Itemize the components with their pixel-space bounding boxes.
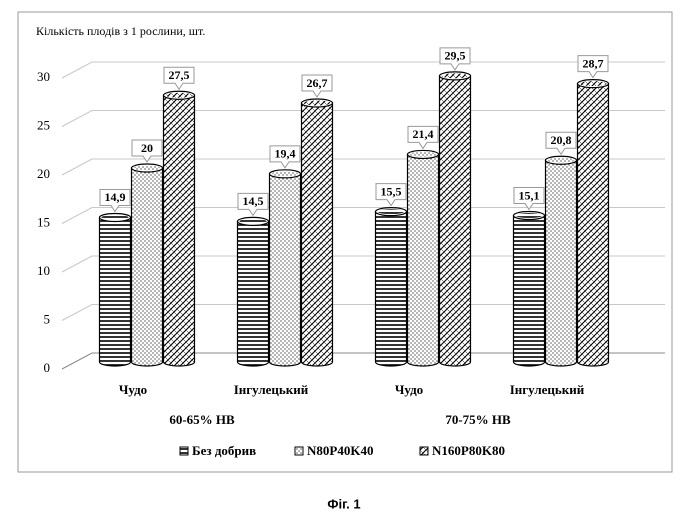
value-label: 15,1	[519, 188, 540, 202]
bar-body	[406, 153, 440, 367]
y-tick-label: 15	[37, 214, 50, 229]
y-tick-label: 30	[37, 69, 50, 84]
value-label-box	[375, 183, 407, 207]
bar	[98, 212, 132, 367]
bar	[438, 71, 472, 367]
bar	[576, 79, 610, 367]
value-label-box	[269, 145, 301, 169]
grid-line	[61, 110, 665, 127]
legend-swatch	[179, 446, 189, 456]
value-label-box	[407, 125, 439, 150]
bar-body	[300, 102, 334, 367]
bar-body	[544, 159, 578, 367]
value-label: 21,4	[413, 127, 434, 141]
bar	[544, 155, 578, 367]
y-tick-label: 25	[37, 117, 50, 132]
value-label-box	[237, 192, 269, 217]
value-label: 20	[141, 141, 153, 155]
bar	[236, 216, 270, 367]
bar-top-pattern	[271, 171, 299, 177]
y-tick-label: 10	[37, 263, 50, 278]
bar-top-pattern	[101, 214, 129, 220]
value-label-box	[439, 47, 471, 71]
bar-top-pattern	[547, 157, 575, 163]
bar-top-pattern	[515, 213, 543, 219]
bar-body	[236, 220, 270, 367]
grid-line	[61, 158, 665, 176]
x-tick-label: Чудо	[395, 382, 423, 397]
group-label: 70-75% НВ	[445, 412, 511, 427]
bar-top-pattern	[239, 218, 267, 224]
value-label: 20,8	[551, 133, 572, 147]
bar-body	[374, 211, 408, 367]
bar	[162, 90, 196, 367]
bar-top-pattern	[165, 92, 193, 98]
bar-top-pattern	[377, 209, 405, 215]
legend-swatch	[294, 446, 304, 456]
x-tick-label: Чудо	[119, 382, 147, 397]
x-tick-label: Інгулецький	[510, 382, 585, 397]
value-label: 26,7	[307, 76, 328, 90]
value-label: 14,5	[243, 194, 264, 208]
bar	[374, 207, 408, 367]
bar-body	[268, 173, 302, 367]
group-label: 60-65% НВ	[169, 412, 235, 427]
y-tick-label: 20	[37, 166, 50, 181]
bar-top-pattern	[441, 73, 469, 79]
bar-body	[576, 83, 610, 367]
value-label: 15,5	[381, 184, 402, 198]
legend-label: Без добрив	[192, 443, 256, 458]
bar	[512, 210, 546, 367]
y-tick-label: 0	[44, 360, 51, 375]
value-label-box	[163, 66, 195, 91]
grid-line	[61, 207, 665, 224]
bar-body	[162, 94, 196, 367]
bar	[268, 169, 302, 367]
value-label-box	[513, 187, 545, 211]
value-label: 28,7	[583, 56, 604, 70]
value-label: 29,5	[445, 49, 466, 63]
value-label: 14,9	[105, 190, 126, 204]
bar	[130, 163, 164, 367]
value-label: 19,4	[275, 147, 296, 161]
grid-line	[61, 352, 665, 370]
x-tick-label: Інгулецький	[234, 382, 309, 397]
bar-top-pattern	[579, 81, 607, 87]
bar	[406, 149, 440, 367]
grid-line	[61, 304, 665, 321]
legend-swatch	[419, 446, 429, 456]
grid-line	[61, 61, 665, 79]
grid-line	[61, 255, 665, 273]
bar-body	[512, 214, 546, 367]
legend-label: N80P40K40	[307, 443, 373, 458]
y-axis-title: Кількість плодів з 1 рослини, шт.	[36, 24, 205, 38]
bar-body	[438, 75, 472, 367]
bar-body	[98, 216, 132, 367]
bar	[300, 98, 334, 367]
value-label-box	[99, 188, 131, 213]
value-label: 27,5	[169, 68, 190, 82]
value-label-box	[545, 131, 577, 156]
bar-top-pattern	[409, 151, 437, 157]
caption: Фіг. 1	[327, 496, 360, 511]
bar-top-pattern	[303, 100, 331, 106]
value-label-box	[301, 74, 333, 98]
bar-body	[130, 167, 164, 367]
value-label-box	[577, 55, 609, 79]
legend-label: N160P80K80	[432, 443, 505, 458]
value-label-box	[131, 139, 163, 163]
y-tick-label: 5	[44, 311, 51, 326]
bar-top-pattern	[133, 165, 161, 171]
